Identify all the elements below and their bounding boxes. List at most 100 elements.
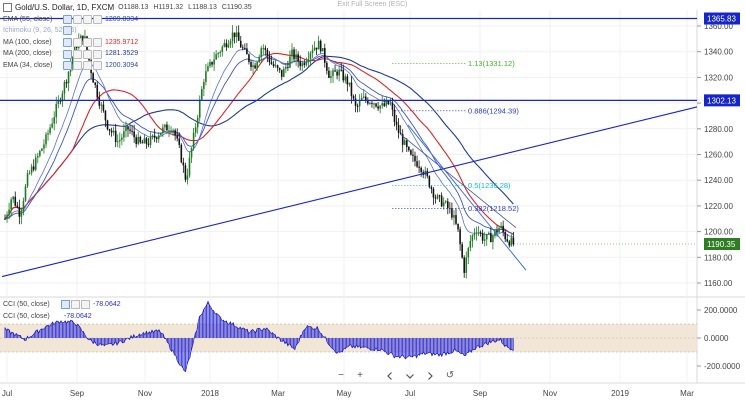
candle-down [303,63,306,65]
candle-up [498,227,500,233]
close-icon[interactable] [83,14,92,24]
settings-icon[interactable] [73,61,82,71]
settings-icon[interactable] [73,49,82,59]
ema55-line [4,55,514,235]
rising-trendline[interactable] [1,106,698,278]
ohlc-low-value: 1188.13 [192,4,217,11]
scroll-down-button[interactable] [403,369,417,383]
zoom-out-button[interactable]: − [338,370,344,381]
candle-up [348,82,351,85]
candle-down [180,144,183,163]
candle-up [332,70,334,76]
close-icon[interactable] [83,38,92,48]
eye-icon[interactable] [63,49,72,59]
channel-line[interactable] [399,133,517,229]
price-axis-label: 1360.00 [704,22,733,31]
settings-icon[interactable] [71,300,80,310]
candle-down [502,225,504,233]
falling-trendline[interactable] [407,124,527,271]
candle-up [381,103,383,106]
candle-up [373,103,375,105]
legend-row-ema55[interactable]: EMA (55, close) 1209.8334 [3,14,255,26]
close-icon[interactable] [81,300,90,310]
time-axis-label: Nov [138,389,152,398]
legend-row-ma200[interactable]: MA (200, close) 1281.3529 [3,48,255,60]
candle-down [336,71,338,76]
candle-down [365,96,367,101]
ohlc-high-value: 1191.32 [158,4,184,11]
candle-down [166,124,168,131]
time-axis-label: Mar [680,389,694,398]
eye-icon[interactable] [63,38,72,48]
candle-down [416,161,418,167]
eye-icon[interactable] [61,300,70,310]
settings-icon[interactable] [73,38,82,48]
price-axis-label: 1180.00 [704,253,733,262]
legend-row-cci[interactable]: CCI (50, close) -78.0642 [3,299,121,311]
candle-up [510,237,513,246]
more-icon[interactable] [93,38,102,48]
resistance-price-badge [704,12,740,25]
candle-down [108,129,111,131]
candle-down [16,205,19,207]
indicator-value: -78.0642 [64,312,92,320]
candle-down [496,230,498,233]
more-icon[interactable] [93,49,102,59]
candle-up [6,214,8,219]
candle-up [295,54,297,60]
candle-down [455,215,457,224]
candle-down [461,244,463,258]
candle-down [14,196,17,206]
candle-up [28,172,31,174]
candle-up [285,66,287,69]
reset-chart-button[interactable]: ↺ [445,370,455,381]
time-axis-label: Jul [2,389,12,398]
candle-down [280,69,283,77]
candle-up [283,68,285,77]
cci-legend: CCI (50, close) -78.0642 CCI (50, close)… [3,299,121,322]
eye-icon[interactable] [63,61,72,71]
candle-up [143,138,146,144]
candle-up [473,233,476,236]
candle-down [246,48,248,55]
close-icon[interactable] [83,61,92,71]
legend-row-ichimoku[interactable]: Ichimoku (9, 26, 52, 26) [3,25,255,37]
candle-down [94,82,96,85]
scroll-left-button[interactable] [383,369,397,383]
candle-up [338,69,340,76]
candle-up [22,200,25,211]
candle-up [203,81,205,89]
ohlc-high-label: H [153,4,159,11]
settings-icon[interactable] [73,14,82,24]
candle-down [457,223,459,230]
candle-up [121,137,123,140]
candle-down [315,47,318,50]
exit-fullscreen-button[interactable]: Exit Full Screen (ESC) [337,1,408,8]
candle-down [250,61,252,68]
eye-icon[interactable] [63,14,72,24]
candle-up [492,235,494,243]
candle-up [229,41,232,45]
candle-down [153,135,156,138]
candle-up [467,247,470,258]
legend-row-cci[interactable]: CCI (50, close) -78.0642 [3,311,121,323]
candle-down [430,187,433,189]
indicator-label: Ichimoku (9, 26, 52, 26) [3,27,77,35]
legend-row-ema34[interactable]: EMA (34, close) 1200.3094 [3,60,255,72]
more-icon[interactable] [93,61,102,71]
candle-up [389,103,392,105]
close-icon[interactable] [83,49,92,59]
eye-icon[interactable] [63,26,72,36]
more-icon[interactable] [93,14,102,24]
price-axis-label: 1260.00 [704,151,733,160]
candle-up [252,65,254,68]
candle-down [504,232,506,240]
indicator-value: 1235.9712 [105,38,139,46]
candle-up [190,148,193,158]
scroll-right-button[interactable] [423,369,437,383]
legend-row-ma100[interactable]: MA (100, close) 1235.9712 [3,37,255,49]
collapse-legend-icon[interactable] [3,3,12,13]
candle-down [459,229,461,245]
zoom-in-button[interactable]: + [357,370,363,381]
